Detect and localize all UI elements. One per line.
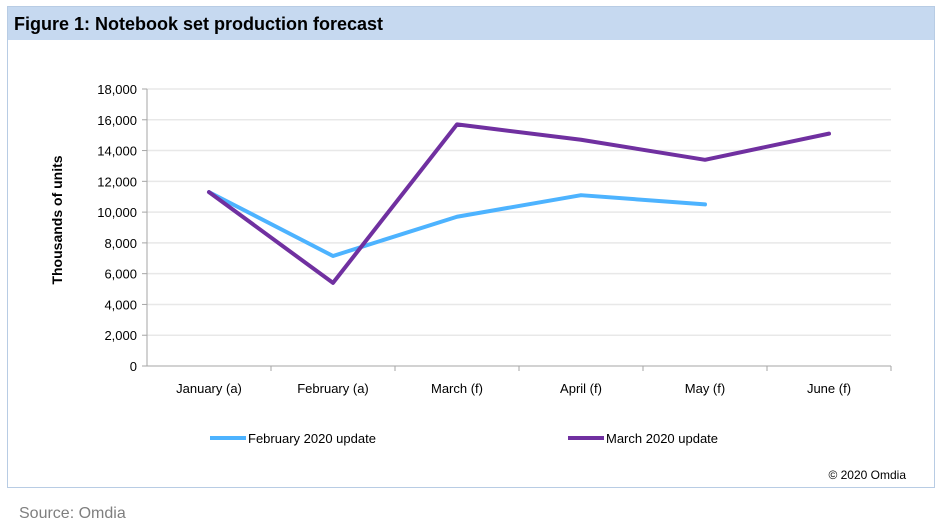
legend-label-1: February 2020 update (248, 431, 376, 446)
x-tick-label: April (f) (560, 381, 602, 396)
x-tick-label: May (f) (685, 381, 725, 396)
x-tick-label: June (f) (807, 381, 851, 396)
figure-frame: Figure 1: Notebook set production foreca… (7, 6, 935, 488)
copyright: © 2020 Omdia (828, 468, 906, 482)
x-tick-label: March (f) (431, 381, 483, 396)
y-tick-label: 8,000 (104, 236, 137, 251)
figure-title: Figure 1: Notebook set production foreca… (14, 14, 384, 34)
y-tick-label: 18,000 (97, 82, 137, 97)
series-line-2 (207, 122, 831, 285)
x-tick-label: January (a) (176, 381, 242, 396)
y-tick-label: 2,000 (104, 328, 137, 343)
y-tick-label: 10,000 (97, 205, 137, 220)
y-tick-label: 14,000 (97, 144, 137, 159)
source-note: Source: Omdia (19, 505, 126, 522)
legend-label-2: March 2020 update (606, 431, 718, 446)
y-tick-label: 4,000 (104, 297, 137, 312)
y-tick-label: 0 (130, 359, 137, 374)
y-tick-label: 6,000 (104, 267, 137, 282)
title-bar: Figure 1: Notebook set production foreca… (8, 7, 934, 40)
x-tick-label: February (a) (297, 381, 369, 396)
y-tick-label: 16,000 (97, 113, 137, 128)
y-axis-label: Thousands of units (49, 155, 65, 284)
y-tick-label: 12,000 (97, 174, 137, 189)
